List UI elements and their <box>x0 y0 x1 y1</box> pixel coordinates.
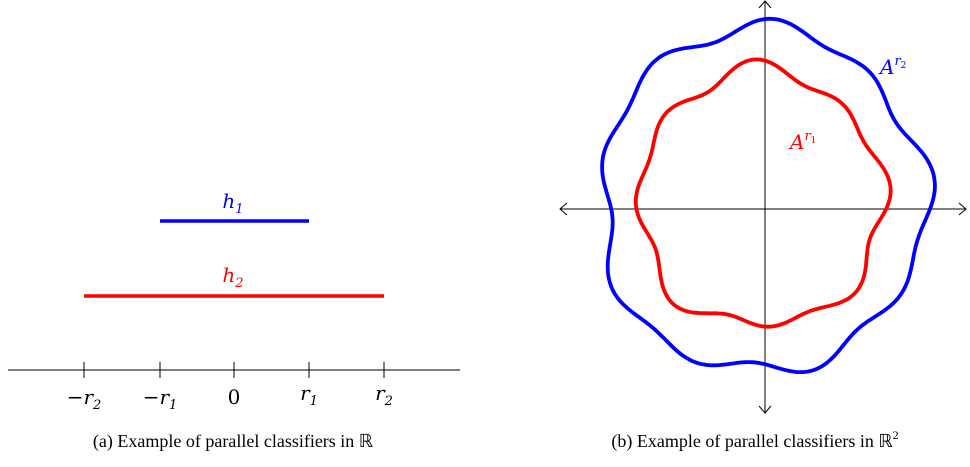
classifier-h1-label: h1 <box>222 189 243 217</box>
caption-a: (a) Example of parallel classifiers in ℝ <box>93 431 373 452</box>
panel-b: Ar2 Ar1 (b) Example of parallel classifi… <box>559 0 967 452</box>
tick-label-zero: 0 <box>228 385 241 409</box>
y-axis-arrow-bottom <box>758 405 772 414</box>
panel-a: −r2 −r1 0 r1 r2 h1 h2 (a) Example of par… <box>8 189 460 452</box>
classifier-h2-label: h2 <box>222 263 243 291</box>
tick-label-neg-r1: −r1 <box>143 385 178 413</box>
y-axis-arrow-top <box>758 0 772 9</box>
set-a-r1-label: Ar1 <box>788 129 816 154</box>
tick-label-r1: r1 <box>300 381 318 409</box>
set-a-r2-curve <box>600 16 937 374</box>
set-a-r2-label: Ar2 <box>878 54 906 79</box>
x-axis-arrow-right <box>958 202 967 216</box>
tick-label-r2: r2 <box>375 381 393 409</box>
set-a-r1-curve <box>633 57 893 329</box>
tick-label-neg-r2: −r2 <box>67 385 102 413</box>
caption-b: (b) Example of parallel classifiers in ℝ… <box>611 428 898 452</box>
x-axis-arrow-left <box>559 202 568 216</box>
